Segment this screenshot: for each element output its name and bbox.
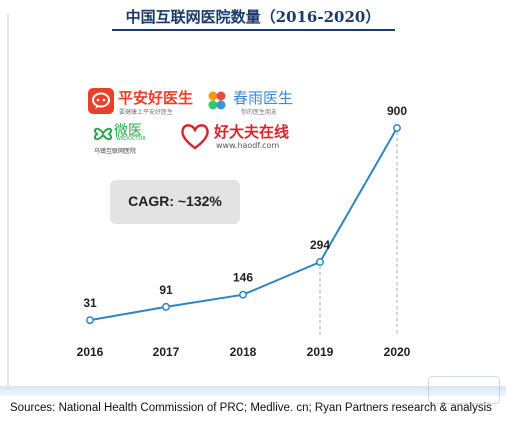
pingan-chat-icon [88, 88, 114, 114]
pingan-name: 平安好医生 [118, 89, 194, 107]
data-point-2019 [316, 258, 324, 266]
data-label-2019: 294 [310, 238, 330, 252]
left-border [7, 14, 9, 392]
data-label-2017: 91 [159, 283, 173, 297]
x-tick-label-2017: 2017 [153, 345, 180, 359]
logo-pingan: 平安好医生 要健康上平安好医生 [88, 85, 203, 117]
data-point-2020 [393, 124, 401, 132]
watermark-logo [428, 376, 500, 404]
data-label-2020: 900 [387, 104, 407, 118]
sources-footnote: Sources: National Health Commission of P… [10, 402, 492, 414]
logo-haodf: 好大夫在线 www.haodf.com [180, 120, 310, 156]
cagr-label: CAGR: ~132% [128, 193, 222, 209]
x-tick-label-2019: 2019 [307, 345, 334, 359]
wedoctor-name: 微医 [114, 123, 142, 139]
haodf-heart-icon [181, 124, 209, 150]
wedoctor-sub: 乌镇互联网医院 [94, 148, 137, 155]
chunyu-name: 春雨医生 [233, 89, 294, 107]
x-tick-label-2020: 2020 [384, 345, 411, 359]
chart-title: 中国互联网医院数量（2016-2020） [125, 8, 381, 26]
footer-band [0, 386, 506, 396]
wedoctor-en: WEDOCTOR [116, 136, 146, 142]
pingan-slogan: 要健康上平安好医生 [119, 109, 174, 116]
data-point-2017 [162, 302, 170, 311]
data-label-2018: 146 [233, 271, 253, 285]
logo-chunyu: 春雨医生 你的医生朋友 [205, 85, 310, 117]
haodf-url: www.haodf.com [216, 141, 280, 150]
x-tick-label-2018: 2018 [230, 345, 257, 359]
chunyu-slogan: 你的医生朋友 [241, 109, 278, 116]
data-point-2018 [239, 290, 247, 299]
title-underline [112, 29, 395, 31]
data-point-2016 [86, 316, 94, 325]
logo-wedoctor: 微医 WEDOCTOR 乌镇互联网医院 [92, 120, 172, 156]
data-label-2016: 31 [83, 296, 97, 310]
chunyu-petal-icon [208, 91, 226, 110]
line-chart: 31 2016 91 2017 146 2018 294 2019 900 2020 [77, 104, 411, 359]
haodf-name: 好大夫在线 [214, 123, 290, 141]
wedoctor-icon [93, 127, 113, 141]
cagr-callout: CAGR: ~132% [110, 180, 240, 224]
x-tick-label-2016: 2016 [77, 345, 104, 359]
